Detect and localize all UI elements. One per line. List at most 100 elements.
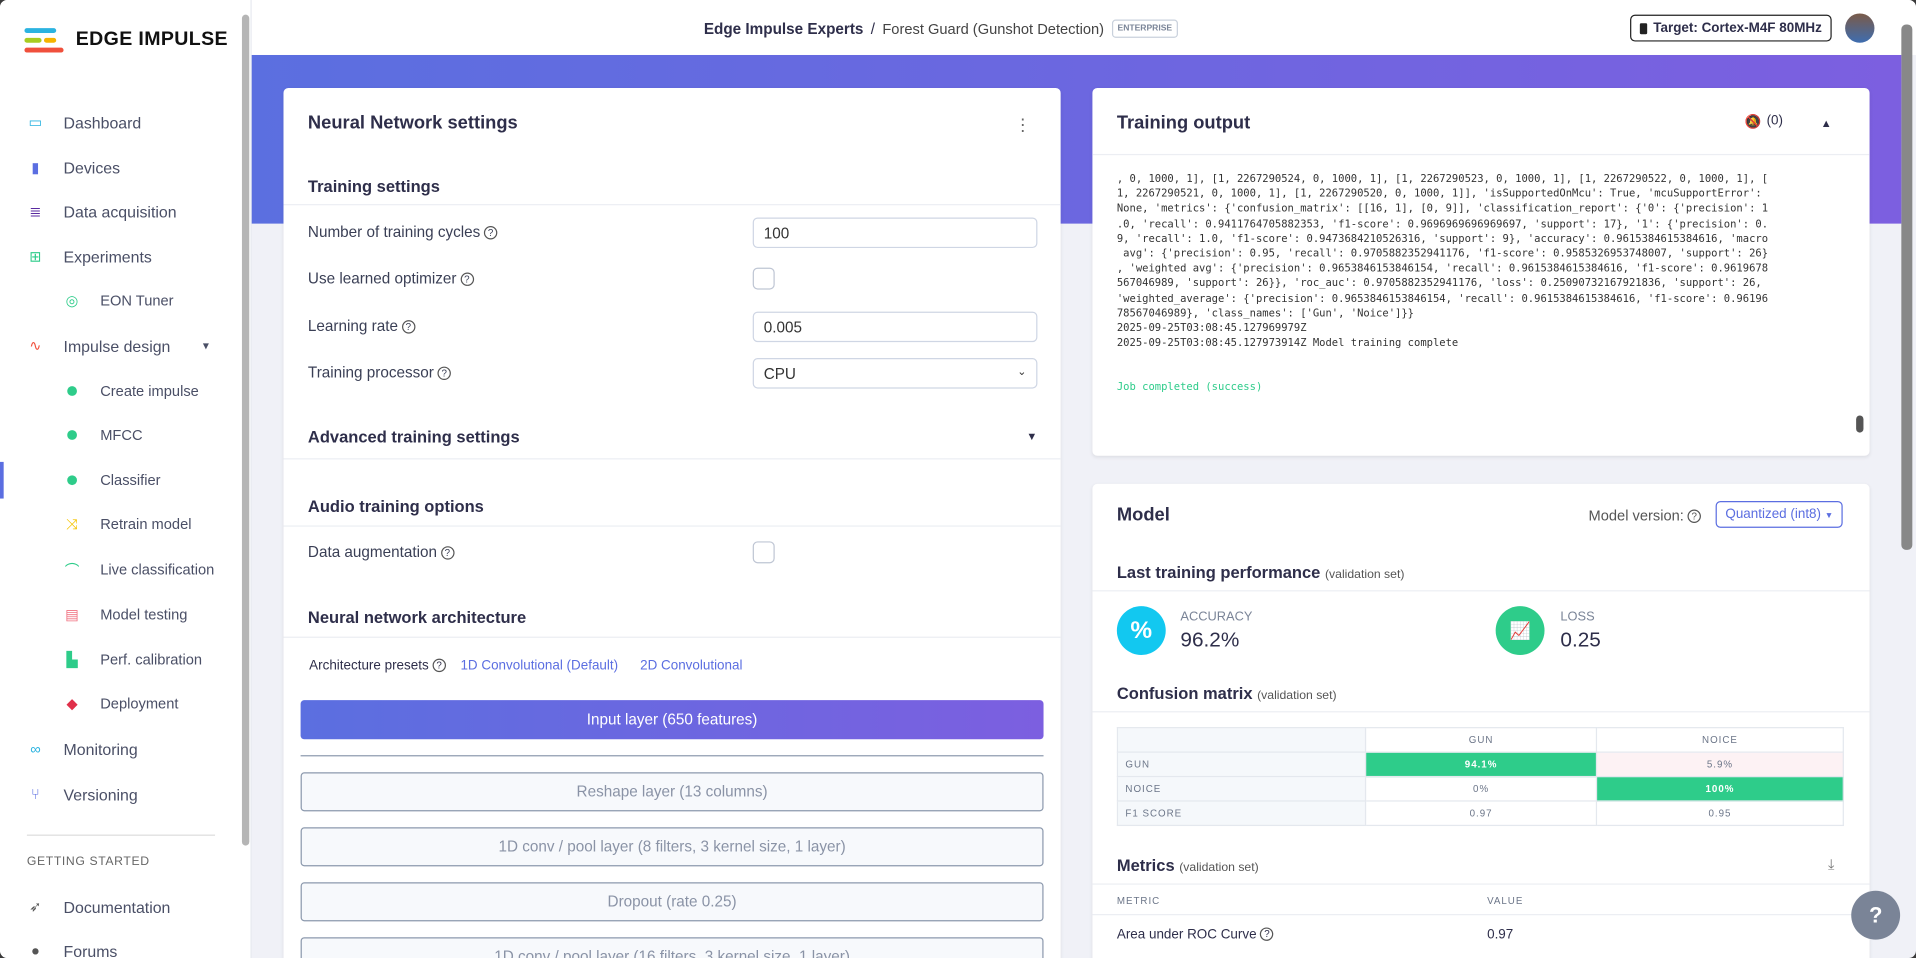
help-button[interactable]: ? [1851, 891, 1900, 940]
help-icon[interactable]: ? [1688, 510, 1701, 523]
model-card: Model Model version:? Quantized (int8) ▼… [1092, 484, 1869, 958]
sidebar-item-deployment[interactable]: ◆Deployment [0, 686, 242, 723]
log-line: 567046989, 'support': 26}}, 'roc_auc': 0… [1117, 277, 1768, 292]
divider [1092, 711, 1869, 712]
title-text: Metrics [1117, 857, 1175, 875]
model-version-select[interactable]: Quantized (int8) ▼ [1716, 501, 1843, 528]
log-line: 'weighted_average': {'precision': 0.9653… [1117, 292, 1768, 307]
sidebar-item-versioning[interactable]: ⑂Versioning [0, 776, 242, 813]
sidebar-item-label: EON Tuner [100, 292, 173, 309]
section-audio: Audio training options [308, 497, 484, 515]
breadcrumb-org[interactable]: Edge Impulse Experts [704, 20, 864, 37]
help-icon[interactable]: ? [1260, 927, 1273, 940]
sidebar-item-data-acquisition[interactable]: ≣Data acquisition [0, 193, 242, 230]
chip-icon [1640, 23, 1647, 34]
layer-reshape[interactable]: Reshape layer (13 columns) [301, 772, 1044, 811]
chevron-down-icon[interactable]: ▾ [203, 339, 209, 352]
input-layer[interactable]: Input layer (650 features) [301, 700, 1044, 739]
subtitle: (validation set) [1179, 861, 1258, 874]
logo[interactable]: EDGE IMPULSE [24, 27, 227, 54]
nn-settings-card: Neural Network settings ⋮ Training setti… [283, 88, 1060, 958]
divider [27, 835, 215, 836]
cm-row-header: F1 SCORE [1117, 801, 1365, 825]
learned-optimizer-checkbox[interactable] [753, 268, 775, 290]
help-icon[interactable]: ? [402, 320, 415, 333]
cube-icon: ◆ [64, 695, 81, 712]
preset-2d-conv[interactable]: 2D Convolutional [640, 659, 742, 674]
sidebar-item-perf-calibration[interactable]: ▙Perf. calibration [0, 642, 242, 679]
sidebar-item-live-classification[interactable]: ⌒Live classification [0, 551, 242, 588]
sidebar-item-label: Experiments [64, 247, 152, 265]
training-cycles-input[interactable]: 100 [753, 218, 1038, 249]
optimizer-label: Use learned optimizer? [308, 270, 474, 287]
sidebar-item-experiments[interactable]: ⊞Experiments [0, 238, 242, 275]
sidebar-item-classifier[interactable]: Classifier [0, 462, 242, 499]
preset-1d-conv[interactable]: 1D Convolutional (Default) [460, 659, 618, 674]
log-line: None, 'metrics': {'confusion_matrix': [[… [1117, 202, 1768, 217]
sidebar-item-label: Classifier [100, 472, 160, 489]
target-button[interactable]: Target: Cortex-M4F 80MHz [1630, 15, 1832, 42]
sidebar-item-create-impulse[interactable]: Create impulse [0, 373, 242, 410]
learning-rate-input[interactable]: 0.005 [753, 312, 1038, 343]
sidebar-item-dashboard[interactable]: ▭Dashboard [0, 104, 242, 141]
brand-name: EDGE IMPULSE [76, 29, 228, 51]
help-icon[interactable]: ? [438, 367, 451, 380]
log-line: avg': {'precision': 0.95, 'recall': 0.97… [1117, 247, 1768, 262]
avatar[interactable] [1845, 13, 1874, 42]
section-advanced[interactable]: Advanced training settings [308, 428, 520, 446]
top-bar: Edge Impulse Experts / Forest Guard (Gun… [252, 0, 1916, 55]
help-icon[interactable]: ? [441, 546, 454, 559]
sidebar-item-impulse-design[interactable]: ∿Impulse design▾ [0, 327, 242, 364]
sidebar-item-eon-tuner[interactable]: ◎ EON Tuner [0, 282, 242, 319]
caret-down-icon[interactable]: ▼ [1026, 430, 1037, 442]
compass-icon: ◎ [64, 292, 81, 309]
binoculars-icon: ∞ [27, 740, 44, 757]
log-line: 78567046989}, 'class_names': ['Gun', 'No… [1117, 306, 1768, 321]
help-icon[interactable]: ? [432, 659, 445, 672]
notifications-button[interactable]: 🔕(0) [1745, 114, 1783, 130]
divider [1092, 914, 1869, 915]
layer-conv1d[interactable]: 1D conv / pool layer (8 filters, 3 kerne… [301, 827, 1044, 866]
layer-dropout[interactable]: Dropout (rate 0.25) [301, 882, 1044, 921]
log-scrollbar[interactable] [1855, 161, 1865, 449]
accuracy-label: ACCURACY [1180, 610, 1252, 625]
percent-icon: % [1117, 606, 1166, 655]
collapse-icon[interactable]: ▲ [1821, 117, 1832, 129]
cm-col-header: GUN [1366, 728, 1597, 752]
training-processor-select[interactable]: CPU⌄ [753, 358, 1038, 389]
page-scrollbar[interactable] [1901, 24, 1912, 549]
chevron-down-icon: ⌄ [1017, 365, 1026, 381]
card-title: Model [1117, 505, 1170, 526]
shuffle-icon: ⤨ [64, 516, 81, 533]
dot-icon [64, 472, 81, 489]
breadcrumb: Edge Impulse Experts / Forest Guard (Gun… [704, 20, 1178, 38]
cm-cell: 5.9% [1597, 752, 1844, 776]
data-augmentation-checkbox[interactable] [753, 541, 775, 563]
pulse-icon: ∿ [27, 337, 44, 354]
caret-down-icon: ▼ [1825, 512, 1833, 521]
sidebar-item-monitoring[interactable]: ∞Monitoring [0, 731, 242, 768]
sidebar-item-retrain-model[interactable]: ⤨Retrain model [0, 506, 242, 543]
breadcrumb-project[interactable]: Forest Guard (Gunshot Detection) [882, 20, 1104, 37]
label-text: Model version: [1589, 507, 1684, 524]
sidebar: EDGE IMPULSE ▭Dashboard ▮Devices ≣Data acq… [0, 0, 252, 958]
divider [1092, 590, 1869, 591]
sidebar-item-mfcc[interactable]: MFCC [0, 417, 242, 454]
more-options-icon[interactable]: ⋮ [1014, 115, 1031, 136]
sidebar-item-forums[interactable]: ●Forums [0, 932, 242, 958]
metric-name: Area under ROC Curve? [1117, 927, 1274, 942]
label-text: Use learned optimizer [308, 270, 457, 287]
cm-corner [1117, 728, 1365, 752]
help-icon[interactable]: ? [460, 272, 473, 285]
sidebar-item-model-testing[interactable]: ▤Model testing [0, 596, 242, 633]
accuracy-value: 96.2% [1180, 628, 1239, 652]
sidebar-item-documentation[interactable]: ➶Documentation [0, 888, 242, 925]
sidebar-item-label: Forums [64, 942, 118, 958]
help-icon[interactable]: ? [484, 226, 497, 239]
presets-row: Architecture presets? 1D Convolutional (… [309, 659, 742, 674]
layer-conv1d[interactable]: 1D conv / pool layer (16 filters, 3 kern… [301, 937, 1044, 958]
sidebar-scrollbar[interactable] [242, 15, 249, 846]
database-icon: ≣ [27, 203, 44, 220]
download-icon[interactable]: ⤓ [1828, 855, 1834, 873]
sidebar-item-devices[interactable]: ▮Devices [0, 149, 242, 186]
